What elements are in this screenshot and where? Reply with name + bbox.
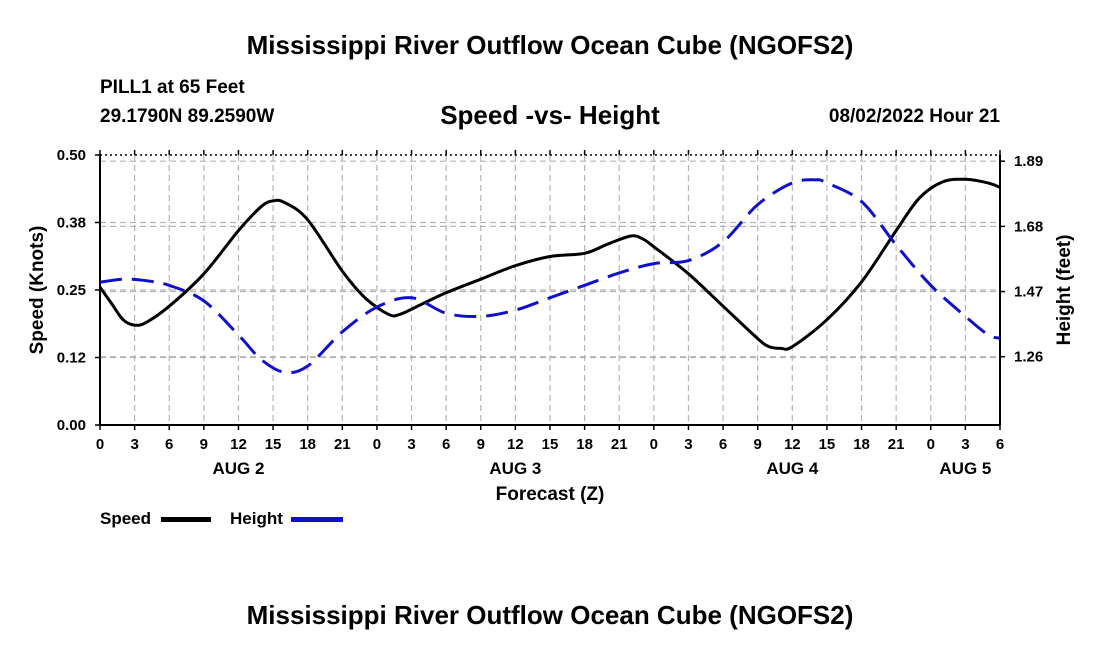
y2-axis-title: Height (feet) [1054,235,1075,346]
x-tick-label: 15 [819,436,836,453]
day-label: AUG 3 [489,459,541,478]
x-tick-label: 6 [165,436,173,453]
day-label: AUG 4 [766,459,819,478]
y2-tick-label: 1.47 [1014,284,1043,301]
x-tick-label: 15 [542,436,559,453]
x-tick-label: 3 [684,436,692,453]
series-layer [98,177,1001,375]
x-tick-label: 18 [576,436,593,453]
y2-tick-label: 1.26 [1014,349,1043,366]
axes-layer [95,150,1005,430]
x-tick-label: 21 [334,436,351,453]
x-tick-label: 0 [373,436,381,453]
day-label: AUG 5 [939,459,991,478]
x-tick-label: 9 [200,436,208,453]
y-tick-label: 0.38 [57,215,86,232]
x-tick-label: 6 [442,436,450,453]
x-tick-label: 21 [888,436,905,453]
chart-title: Mississippi River Outflow Ocean Cube (NG… [246,30,854,60]
series-line-speed [98,177,1001,351]
x-tick-label: 12 [784,436,801,453]
label-layer: 0 3 6 9 12 15 18 21 0 3 6 9 12 15 18 21 0 3 6 9 12 15 18 21 0 3 6 0… [27,147,1075,505]
y-tick-label: 0.25 [57,282,86,299]
y2-tick-label: 1.89 [1014,153,1043,170]
legend-height-swatch [291,517,343,522]
y-tick-label: 0.50 [57,147,86,164]
x-tick-label: 0 [96,436,104,453]
coordinates-label: 29.1790N 89.2590W [100,106,275,127]
x-tick-label: 6 [719,436,727,453]
bottom-title: Mississippi River Outflow Ocean Cube (NG… [246,600,854,630]
x-tick-label: 12 [230,436,247,453]
x-axis-title: Forecast (Z) [496,484,605,505]
x-tick-label: 3 [407,436,415,453]
x-tick-label: 18 [299,436,316,453]
forecast-datetime: 08/02/2022 Hour 21 [828,106,1000,127]
legend-height-label: Height [230,509,283,528]
series-line-height [99,178,1001,375]
x-tick-label: 6 [996,436,1004,453]
x-tick-label: 0 [650,436,658,453]
legend-speed-label: Speed [100,509,152,528]
x-tick-label: 12 [507,436,524,453]
x-tick-label: 15 [265,436,282,453]
y-tick-label: 0.00 [57,417,86,434]
y-axis-title: Speed (Knots) [27,226,48,355]
x-tick-label: 0 [927,436,935,453]
chart-subtitle: Speed -vs- Height [440,100,660,130]
x-tick-label: 21 [611,436,628,453]
y-tick-label: 0.12 [57,350,86,367]
station-label: PILL1 at 65 Feet [100,77,245,98]
x-tick-label: 9 [754,436,762,453]
legend-speed-swatch [161,517,211,522]
x-tick-label: 18 [853,436,870,453]
day-label: AUG 2 [212,459,264,478]
grid-layer [100,155,1000,425]
x-tick-label: 9 [477,436,485,453]
x-tick-label: 3 [961,436,969,453]
y2-tick-label: 1.68 [1014,218,1043,235]
x-tick-label: 3 [130,436,138,453]
speed-height-chart: 0 3 6 9 12 15 18 21 0 3 6 9 12 15 18 21 0 3 6 9 12 15 18 21 0 3 6 0… [27,147,1075,505]
